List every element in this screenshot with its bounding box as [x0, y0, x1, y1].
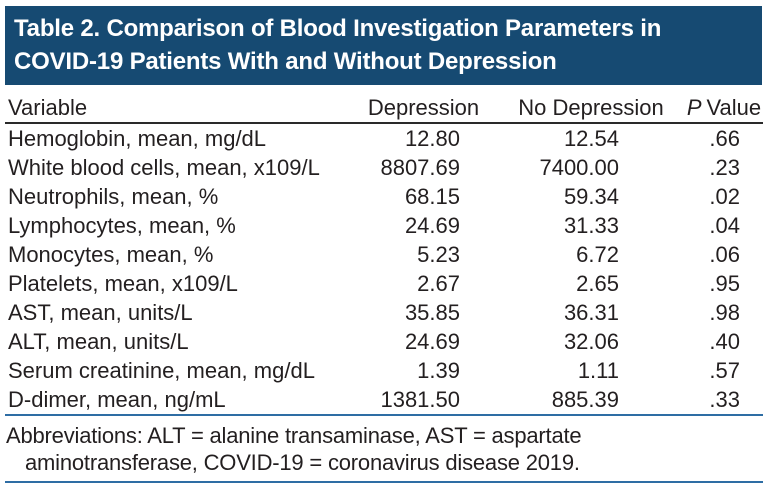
column-header-variable: Variable	[5, 92, 350, 124]
no-depression-cell: 7400.00	[539, 155, 619, 180]
depression-cell: 5.23	[417, 242, 460, 267]
variable-cell: White blood cells, mean, x109/L	[8, 155, 320, 180]
table-row: Neutrophils, mean, % 68.15 59.34 .02	[5, 182, 763, 211]
column-header-no-depression: No Depression	[497, 92, 685, 124]
depression-cell: 12.80	[404, 126, 460, 151]
table-row: Monocytes, mean, % 5.23 6.72 .06	[5, 240, 763, 269]
table-row: Serum creatinine, mean, mg/dL 1.39 1.11 …	[5, 356, 763, 385]
p-value-cell: .40	[709, 329, 740, 354]
table-row: White blood cells, mean, x109/L 8807.69 …	[5, 153, 763, 182]
footnote-line2: aminotransferase, COVID-19 = coronavirus…	[25, 450, 580, 475]
variable-cell: Neutrophils, mean, %	[8, 184, 219, 209]
table-title-band: Table 2. Comparison of Blood Investigati…	[5, 6, 762, 85]
variable-cell: ALT, mean, units/L	[8, 329, 189, 354]
no-depression-cell: 885.39	[551, 387, 619, 412]
depression-cell: 1.39	[417, 358, 460, 383]
no-depression-cell: 36.31	[563, 300, 619, 325]
column-header-row: Variable Depression No Depression P Value	[5, 92, 763, 124]
no-depression-cell: 12.54	[563, 126, 619, 151]
variable-cell: Serum creatinine, mean, mg/dL	[8, 358, 315, 383]
column-header-p-value: P Value	[685, 92, 763, 124]
abbreviations-footnote: Abbreviations: ALT = alanine transaminas…	[6, 422, 756, 476]
table-row: AST, mean, units/L 35.85 36.31 .98	[5, 298, 763, 327]
depression-cell: 24.69	[404, 329, 460, 354]
table-title-line2: COVID-19 Patients With and Without Depre…	[14, 48, 557, 75]
variable-cell: Monocytes, mean, %	[8, 242, 214, 267]
depression-cell: 8807.69	[380, 155, 460, 180]
no-depression-cell: 1.11	[577, 358, 619, 383]
table-row: Platelets, mean, x109/L 2.67 2.65 .95	[5, 269, 763, 298]
table-row: Hemoglobin, mean, mg/dL 12.80 12.54 .66	[5, 123, 763, 153]
p-value-italic-p: P	[686, 95, 702, 120]
footnote-line1: Abbreviations: ALT = alanine transaminas…	[6, 423, 582, 448]
depression-cell: 68.15	[404, 184, 460, 209]
p-value-cell: .98	[709, 300, 740, 325]
no-depression-cell: 59.34	[563, 184, 619, 209]
variable-cell: AST, mean, units/L	[8, 300, 193, 325]
p-value-cell: .02	[709, 184, 740, 209]
p-value-cell: .23	[709, 155, 740, 180]
table-row: D-dimer, mean, ng/mL 1381.50 885.39 .33	[5, 385, 763, 414]
table-row: ALT, mean, units/L 24.69 32.06 .40	[5, 327, 763, 356]
p-value-cell: .57	[709, 358, 740, 383]
table-bottom-rule	[5, 414, 763, 416]
depression-cell: 24.69	[404, 213, 460, 238]
figure-bottom-rule	[5, 481, 763, 483]
blood-parameters-table: Variable Depression No Depression P Value…	[5, 92, 763, 414]
variable-cell: Lymphocytes, mean, %	[8, 213, 236, 238]
p-value-cell: .95	[709, 271, 740, 296]
variable-cell: D-dimer, mean, ng/mL	[8, 387, 226, 412]
no-depression-cell: 2.65	[576, 271, 619, 296]
column-header-depression: Depression	[350, 92, 497, 124]
p-value-cell: .04	[709, 213, 740, 238]
variable-cell: Platelets, mean, x109/L	[8, 271, 238, 296]
depression-cell: 35.85	[404, 300, 460, 325]
p-value-cell: .06	[709, 242, 740, 267]
p-value-rest: Value	[706, 95, 762, 120]
no-depression-cell: 31.33	[563, 213, 619, 238]
depression-cell: 2.67	[417, 271, 460, 296]
p-value-cell: .66	[709, 126, 740, 151]
table-row: Lymphocytes, mean, % 24.69 31.33 .04	[5, 211, 763, 240]
variable-cell: Hemoglobin, mean, mg/dL	[8, 126, 267, 151]
table-title-line1: Table 2. Comparison of Blood Investigati…	[14, 15, 662, 42]
depression-cell: 1381.50	[380, 387, 460, 412]
no-depression-cell: 32.06	[563, 329, 619, 354]
p-value-cell: .33	[709, 387, 740, 412]
no-depression-cell: 6.72	[576, 242, 619, 267]
